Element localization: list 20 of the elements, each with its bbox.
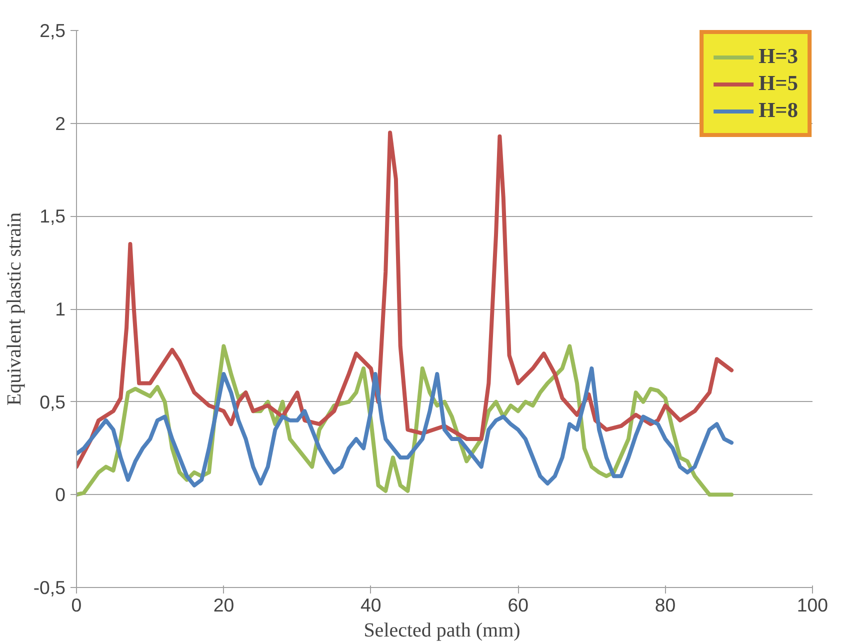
y-tick-label: 0,5	[40, 391, 66, 412]
x-axis-title: Selected path (mm)	[364, 620, 520, 642]
x-tick-label: 0	[71, 594, 82, 616]
y-tick-label: 2,5	[40, 20, 66, 41]
y-tick-label: -0,5	[33, 577, 66, 598]
line-series	[76, 130, 734, 469]
line-series	[76, 366, 734, 488]
legend-label: H=8	[758, 98, 798, 123]
y-tick-label: 1	[55, 298, 66, 320]
legend-label: H=5	[758, 71, 798, 96]
x-tick-label: 60	[508, 594, 528, 616]
legend-label: H=3	[758, 44, 798, 69]
x-tick-label: 40	[360, 594, 382, 616]
y-tick-label: 0	[55, 484, 66, 506]
y-tick-label: 1,5	[40, 206, 66, 227]
x-tick-label: 80	[654, 594, 676, 616]
y-tick-label: 2	[55, 112, 66, 134]
y-axis-title: Equivalent plastic strain	[3, 212, 26, 406]
x-tick-label: 100	[796, 594, 828, 616]
x-tick-label: 20	[213, 594, 234, 616]
